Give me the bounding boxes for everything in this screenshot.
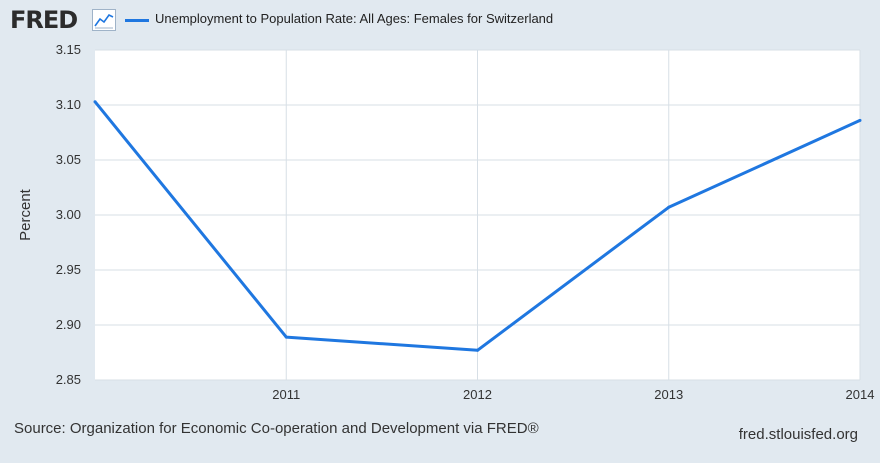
source-note: Source: Organization for Economic Co-ope… <box>14 420 539 437</box>
legend-label: Unemployment to Population Rate: All Age… <box>155 11 554 26</box>
y-axis-ticks: 2.85 2.90 2.95 3.00 3.05 3.10 3.15 <box>56 42 81 387</box>
x-tick-label: 2013 <box>654 387 683 402</box>
series-points <box>93 100 862 352</box>
y-tick-label: 2.95 <box>56 262 81 277</box>
source-url[interactable]: fred.stlouisfed.org <box>738 426 858 443</box>
data-point <box>93 100 97 104</box>
grid-lines <box>95 49 861 381</box>
x-tick-label: 2012 <box>463 387 492 402</box>
line-chart-icon <box>92 9 116 31</box>
y-tick-label: 3.05 <box>56 152 81 167</box>
chart-header: FRED Unemployment to Population Rate: Al… <box>0 0 880 40</box>
y-tick-label: 3.15 <box>56 42 81 57</box>
data-point <box>858 118 862 122</box>
data-point <box>284 335 288 339</box>
y-axis-title: Percent <box>17 188 34 241</box>
y-tick-label: 3.00 <box>56 207 81 222</box>
data-point <box>476 348 479 352</box>
fred-logo: FRED <box>10 6 78 34</box>
legend-swatch <box>125 19 149 22</box>
y-tick-label: 2.85 <box>56 372 81 387</box>
data-point <box>667 205 671 209</box>
y-tick-label: 3.10 <box>56 97 81 112</box>
x-axis-ticks: 2011 2012 2013 2014 <box>272 387 874 402</box>
x-tick-label: 2011 <box>272 387 300 402</box>
x-tick-label: 2014 <box>846 387 875 402</box>
y-tick-label: 2.90 <box>56 317 81 332</box>
